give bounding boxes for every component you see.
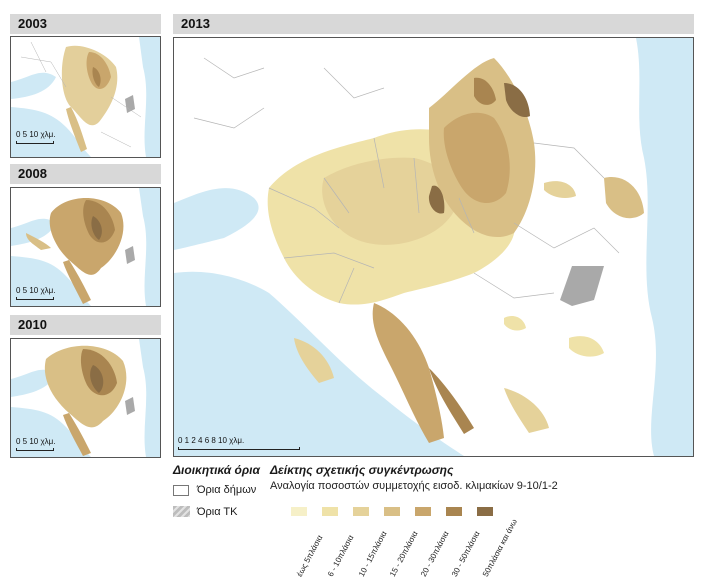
scalebar-label: 0 5 10 χλμ.: [16, 286, 56, 295]
scalebar-label: 0 5 10 χλμ.: [16, 437, 56, 446]
panel-title-2003: 2003: [10, 14, 161, 34]
panel-title-2010: 2010: [10, 315, 161, 335]
legend-class-swatch: [291, 507, 307, 516]
legend-class-label: έως 5πλάσια: [295, 533, 325, 579]
legend-admin: Διοικητικά όρια: [173, 463, 273, 477]
legend-class-swatch: [477, 507, 493, 516]
legend-class-swatch: [415, 507, 431, 516]
panel-title-2008: 2008: [10, 164, 161, 184]
panel-title-2013: 2013: [173, 14, 694, 34]
scalebar-2013: 0 1 2 4 6 8 10 χλμ.: [178, 436, 318, 450]
legend-class-label: 6 - 10πλάσια: [326, 533, 356, 579]
map-2008: [10, 187, 161, 307]
legend-index-subtitle: Αναλογία ποσοστών συμμετοχής εισοδ. κλιμ…: [270, 480, 558, 492]
municipal-boundary-label: Όρια δήμων: [197, 484, 257, 496]
legend-class-swatch: [322, 507, 338, 516]
map-2003: [10, 36, 161, 158]
map-2010: [10, 338, 161, 458]
legend-class-label: 20 - 30πλάσια: [419, 529, 451, 579]
legend-class-swatch: [446, 507, 462, 516]
scalebar-label: 0 1 2 4 6 8 10 χλμ.: [178, 436, 245, 445]
legend-class-label: 15 - 20πλάσια: [388, 529, 420, 579]
legend-class-label: 50πλάσια και άνω: [481, 517, 519, 579]
tk-boundary-label: Όρια ΤΚ: [197, 506, 238, 518]
legend-class-label: 10 - 15πλάσια: [357, 529, 389, 579]
scalebar-2003: 0 5 10 χλμ.: [16, 130, 56, 144]
legend-admin-heading: Διοικητικά όρια: [173, 463, 260, 477]
legend-index-heading: Δείκτης σχετικής συγκέντρωσης: [270, 463, 454, 477]
scalebar-2008: 0 5 10 χλμ.: [16, 286, 56, 300]
legend-class-label: 30 - 50πλάσια: [450, 529, 482, 579]
municipal-boundary-swatch: [173, 485, 189, 496]
legend-class-swatch: [384, 507, 400, 516]
map-2013: [173, 37, 694, 457]
scalebar-2010: 0 5 10 χλμ.: [16, 437, 56, 451]
tk-boundary-swatch: [173, 506, 190, 517]
legend-index: Δείκτης σχετικής συγκέντρωσης Αναλογία π…: [270, 463, 700, 492]
legend-class-swatch: [353, 507, 369, 516]
scalebar-label: 0 5 10 χλμ.: [16, 130, 56, 139]
